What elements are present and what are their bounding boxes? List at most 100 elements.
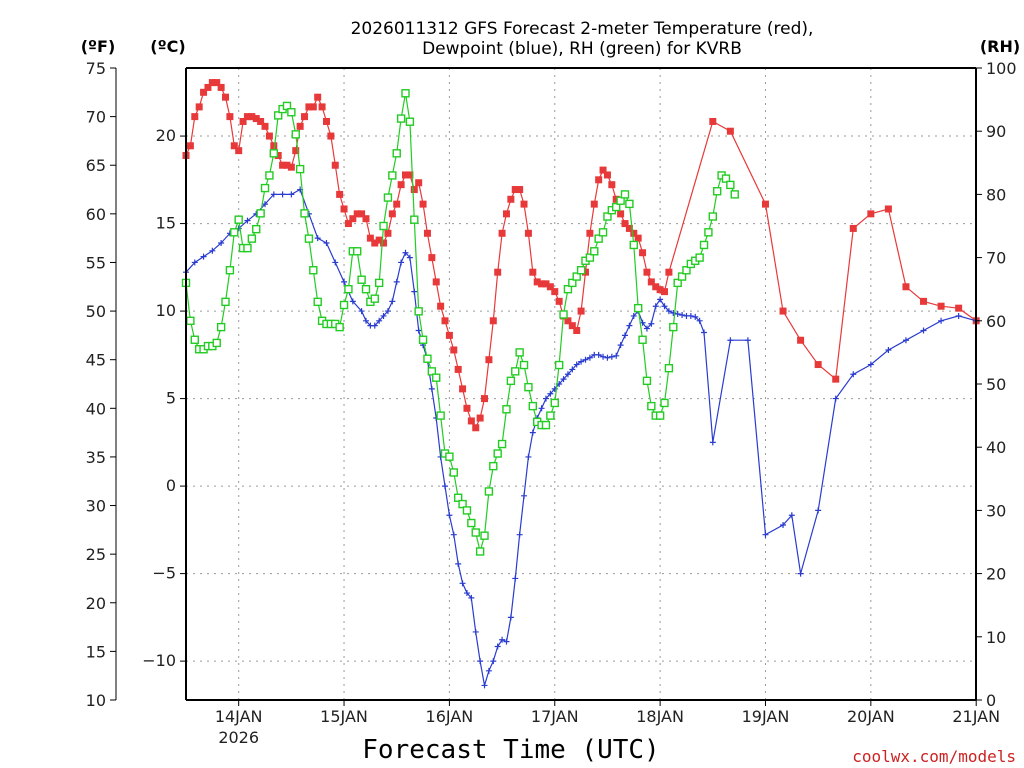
- rh-point: [344, 285, 353, 294]
- rh-point: [234, 215, 243, 224]
- rh-point: [405, 117, 415, 126]
- temperature-point: [656, 286, 664, 294]
- rh-point: [572, 272, 581, 281]
- temperature-point: [186, 142, 194, 150]
- rh-point: [383, 193, 393, 202]
- dewpoint-point: [323, 240, 330, 247]
- rh-point: [669, 322, 678, 332]
- temperature-point: [353, 210, 361, 218]
- temperature-point: [849, 224, 857, 232]
- temperature-point: [270, 142, 278, 150]
- rh-point: [568, 278, 577, 288]
- dewpoint-point: [499, 636, 506, 643]
- rh-tick-label: 90: [986, 122, 1006, 141]
- dewpoint-point: [652, 303, 659, 310]
- rh-tick-label: 70: [986, 249, 1006, 268]
- rh-point: [721, 174, 731, 183]
- dewpoint-point: [674, 310, 681, 317]
- temperature-point: [423, 229, 431, 237]
- temperature-point: [362, 215, 370, 223]
- temperature-point: [287, 163, 295, 171]
- rh-tick-label: 80: [986, 185, 1006, 204]
- rh-point: [388, 171, 397, 180]
- dewpoint-point: [780, 521, 787, 528]
- dewpoint-point: [270, 191, 277, 198]
- rh-point: [493, 449, 502, 458]
- rh-point: [480, 531, 489, 540]
- celsius-axis-label: (ºC): [150, 37, 185, 56]
- temperature-point: [331, 161, 339, 169]
- temperature-point: [222, 93, 230, 101]
- fahrenheit-tick-label: 75: [86, 59, 106, 78]
- x-tick-label: 21JAN: [952, 707, 1000, 726]
- fahrenheit-tick-label: 35: [86, 448, 106, 467]
- rh-point: [396, 114, 406, 123]
- rh-point: [370, 294, 379, 303]
- rh-point: [427, 367, 437, 376]
- rh-point: [269, 149, 278, 158]
- dewpoint-point: [468, 594, 475, 601]
- rh-point: [590, 247, 599, 256]
- rh-point: [489, 461, 498, 471]
- temperature-point: [779, 307, 787, 315]
- temperature-point: [502, 210, 510, 218]
- fahrenheit-tick-label: 55: [86, 253, 106, 272]
- dewpoint-point: [516, 531, 523, 538]
- dewpoint-point: [200, 253, 207, 260]
- dewpoint-point: [288, 191, 295, 198]
- rh-point: [243, 243, 252, 253]
- temperature-point: [301, 113, 309, 121]
- temperature-point: [617, 210, 625, 218]
- rh-point: [357, 275, 366, 284]
- fahrenheit-tick-label: 65: [86, 156, 106, 175]
- temperature-point: [595, 176, 603, 184]
- temperature-point: [327, 132, 335, 140]
- rh-point: [471, 528, 480, 537]
- rh-point: [216, 322, 226, 332]
- dewpoint-point: [547, 390, 554, 397]
- rh-point: [598, 228, 608, 237]
- grid-lines: [186, 68, 976, 700]
- fahrenheit-tick-label: 70: [86, 108, 106, 127]
- rh-point: [616, 196, 625, 205]
- dewpoint-point: [657, 296, 664, 303]
- fahrenheit-tick-label: 60: [86, 205, 106, 224]
- rh-point: [436, 411, 445, 420]
- rh-point: [467, 518, 476, 528]
- temperature-point: [248, 113, 256, 121]
- temperature-line: [185, 81, 977, 430]
- temperature-point: [573, 327, 581, 335]
- temperature-point: [239, 117, 247, 125]
- dewpoint-point: [191, 259, 198, 266]
- dewpoint-point: [885, 346, 892, 353]
- dewpoint-point: [314, 235, 321, 242]
- temperature-point: [393, 200, 401, 208]
- dewpoint-point: [485, 667, 492, 674]
- temperature-point: [652, 283, 660, 291]
- temperature-point: [612, 195, 620, 203]
- dewpoint-point: [613, 352, 620, 359]
- dewpoint-point: [955, 312, 962, 319]
- rh-tick-label: 20: [986, 565, 1006, 584]
- rh-point: [704, 228, 713, 237]
- dewpoint-point: [578, 358, 585, 365]
- celsius-tick-label: 20: [156, 126, 176, 145]
- temperature-point: [472, 424, 480, 432]
- rh-point: [506, 376, 516, 386]
- rh-point: [519, 360, 529, 370]
- dewpoint-point: [643, 325, 650, 332]
- temperature-point: [590, 200, 598, 208]
- rh-axis-label: (RH): [980, 37, 1020, 56]
- dewpoint-point: [411, 288, 418, 295]
- temperature-point: [213, 79, 221, 87]
- temperature-point: [625, 224, 633, 232]
- dewpoint-point: [648, 320, 655, 327]
- dewpoint-point: [384, 308, 391, 315]
- rh-tick-label: 40: [986, 438, 1006, 457]
- rh-point: [712, 187, 722, 196]
- temperature-point: [476, 414, 484, 422]
- temperature-point: [318, 103, 326, 111]
- dewpoint-point: [709, 439, 716, 446]
- temperature-point: [283, 161, 291, 169]
- rh-point: [339, 300, 349, 310]
